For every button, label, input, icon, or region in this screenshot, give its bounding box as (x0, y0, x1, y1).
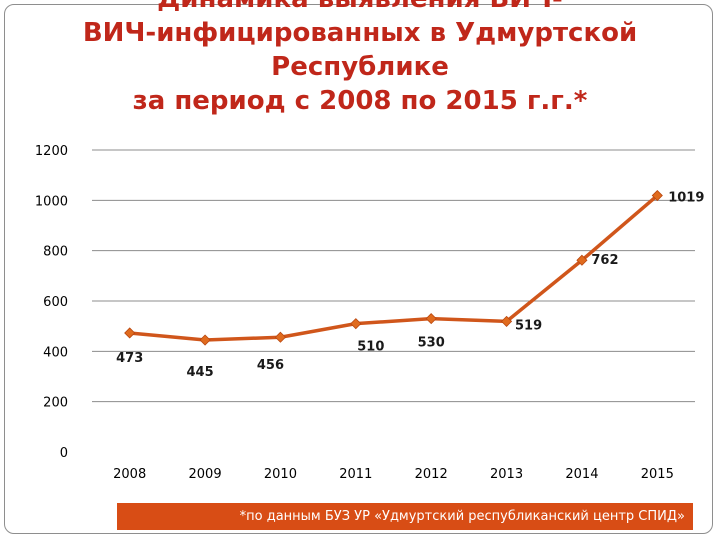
data-point (124, 327, 136, 339)
slide-frame (4, 4, 713, 534)
data-label: 519 (515, 318, 542, 333)
x-tick-label: 2010 (264, 467, 297, 482)
x-tick-label: 2008 (113, 467, 146, 482)
title-line-1-clipped: Динамика выявления ВИЧ- (0, 0, 720, 16)
data-label: 456 (257, 358, 284, 373)
data-label: 445 (186, 365, 213, 380)
title-line-4: за период с 2008 по 2015 г.г.* (132, 86, 588, 116)
y-tick-label: 1000 (35, 194, 68, 209)
x-tick-label: 2011 (339, 467, 372, 482)
y-tick-label: 1200 (35, 144, 68, 159)
data-point (425, 313, 437, 325)
y-tick-label: 800 (43, 245, 68, 260)
x-tick-label: 2014 (565, 467, 598, 482)
x-tick-label: 2009 (189, 467, 222, 482)
data-label: 762 (591, 253, 618, 268)
data-point (350, 318, 362, 330)
data-point (651, 189, 663, 202)
data-label: 530 (418, 336, 445, 351)
chart-title: Динамика выявления ВИЧ- ВИЧ-инфицированн… (0, 0, 720, 118)
x-tick-label: 2013 (490, 467, 523, 482)
data-label: 1019 (668, 191, 704, 206)
y-tick-label: 0 (60, 446, 68, 461)
x-tick-label: 2012 (415, 467, 448, 482)
data-point (576, 254, 588, 266)
y-tick-label: 400 (43, 345, 68, 360)
data-label: 473 (116, 351, 143, 366)
title-line-2: ВИЧ-инфицированных в Удмуртской (82, 18, 638, 48)
data-point (199, 334, 211, 346)
series-line (129, 194, 659, 342)
y-tick-label: 200 (43, 396, 68, 411)
data-point (274, 331, 287, 343)
x-tick-label: 2015 (641, 467, 674, 482)
y-tick-label: 600 (43, 295, 68, 310)
source-footnote: *по данным БУЗ УР «Удмуртский республика… (117, 503, 693, 530)
data-point (500, 315, 513, 327)
data-label: 510 (357, 340, 384, 355)
title-line-3: Республике (271, 52, 449, 82)
